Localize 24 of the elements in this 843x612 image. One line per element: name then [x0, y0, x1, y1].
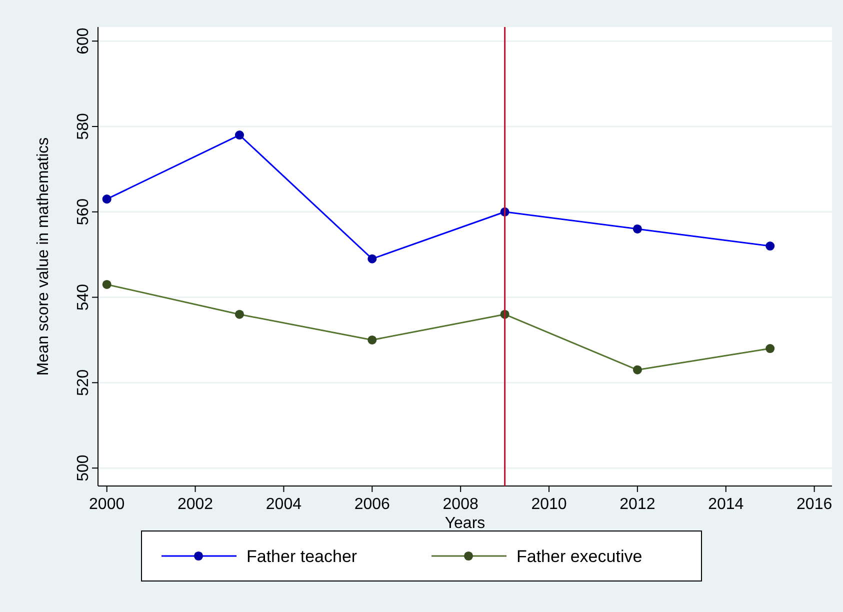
x-tick-label: 2004: [266, 496, 302, 513]
x-tick-label: 2006: [354, 496, 390, 513]
y-tick-label: 560: [75, 198, 92, 226]
point: [102, 280, 112, 289]
x-tick-label: 2010: [531, 496, 567, 513]
x-tick-label: 2000: [89, 496, 125, 513]
legend-label: Father executive: [516, 547, 642, 566]
point: [632, 365, 642, 374]
point: [368, 335, 377, 344]
x-tick-label: 2002: [177, 496, 214, 513]
point: [766, 344, 775, 354]
y-tick-label: 580: [75, 113, 92, 140]
point: [234, 310, 244, 319]
x-tick-label: 2008: [442, 496, 478, 513]
x-tick-label: 2016: [796, 496, 832, 513]
x-tick-label: 2014: [708, 496, 744, 513]
y-tick-label: 600: [75, 28, 92, 54]
x-axis-title: Years: [444, 515, 486, 532]
legend-label: Father teacher: [246, 547, 358, 566]
x-tick-label: 2012: [620, 496, 656, 513]
y-tick-label: 500: [75, 454, 92, 482]
y-tick-label: 540: [75, 284, 92, 311]
y-tick-label: 520: [75, 369, 92, 396]
y-axis-title: Mean score value in mathematics: [35, 137, 52, 376]
